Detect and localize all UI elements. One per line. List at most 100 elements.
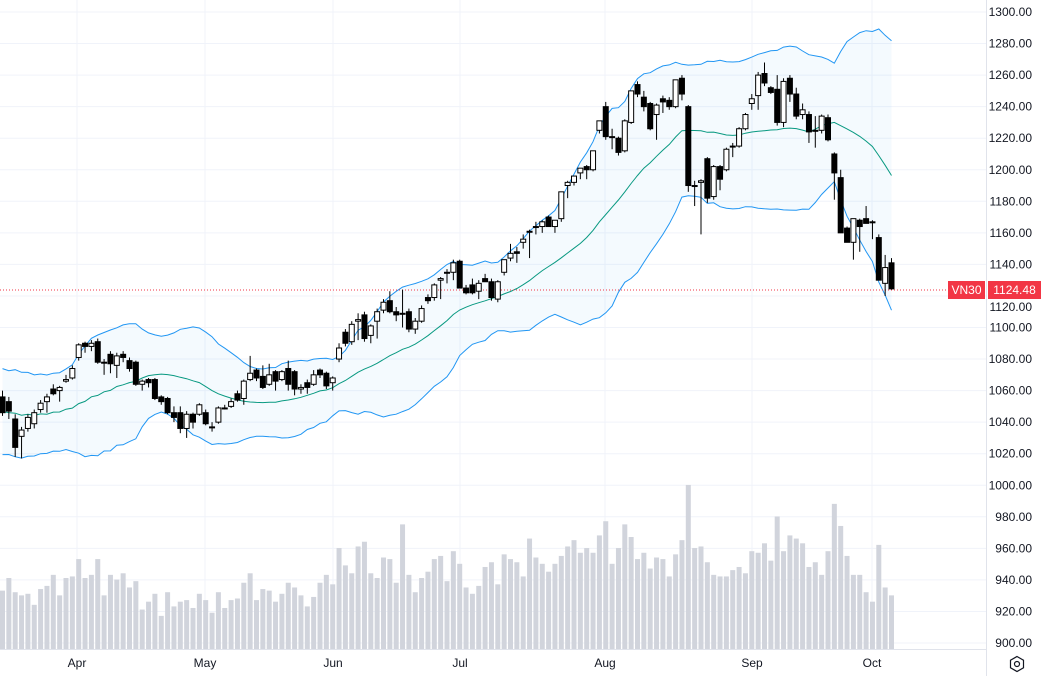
candle [88, 340, 95, 352]
volume-bar [127, 587, 132, 649]
candle [469, 278, 476, 295]
candle [736, 127, 743, 148]
price-tick-label: 1280.00 [989, 37, 1033, 51]
candle-body [583, 166, 590, 171]
candle-body [717, 166, 724, 180]
candle [75, 343, 82, 361]
time-tick-label: Oct [863, 656, 882, 670]
candle-body [590, 150, 597, 171]
time-tick-label: Aug [594, 656, 615, 670]
candle [666, 97, 673, 110]
candle-body [526, 230, 533, 233]
candle [240, 379, 247, 405]
candle-body [742, 114, 749, 130]
candle-body [780, 80, 787, 123]
price-tick-label: 1240.00 [989, 100, 1033, 114]
candle [558, 191, 565, 222]
candle-body [469, 284, 476, 294]
volume-bar [50, 574, 56, 649]
candle-body [348, 323, 355, 343]
candle [463, 284, 470, 295]
candle-body [37, 402, 44, 411]
candle [526, 229, 533, 259]
candle [399, 289, 406, 328]
candle-body [723, 148, 730, 171]
price-tick-label: 900.00 [995, 636, 1032, 650]
candle-body [831, 153, 838, 174]
candle-body [82, 342, 89, 347]
volume-bar [882, 587, 888, 649]
volume-bar [590, 552, 596, 649]
candle-body [386, 300, 393, 313]
candle [437, 277, 444, 300]
volume-bar [196, 593, 202, 649]
candle [767, 86, 774, 95]
candle-body [431, 284, 438, 299]
candle-body [672, 79, 679, 108]
candle-body [297, 386, 304, 390]
candle [545, 215, 552, 228]
candle [774, 75, 781, 126]
candle-body [380, 301, 387, 311]
price-tick-label: 1160.00 [990, 226, 1033, 240]
candle-body [120, 353, 127, 358]
candle-body [183, 413, 190, 429]
volume-bar [69, 576, 75, 649]
candle-body [698, 180, 704, 183]
volume-bar [215, 592, 221, 649]
volume-bar [355, 546, 361, 649]
candle-body [24, 416, 31, 429]
candle [247, 355, 254, 382]
volume-bar [679, 540, 685, 649]
volume-bar [889, 595, 894, 649]
candle [361, 311, 368, 342]
price-axis[interactable]: 1300.00 1280.00 1260.00 1240.00 1220.00 1200.… [989, 5, 1033, 650]
volume-bar [330, 584, 336, 649]
volume-bar [107, 574, 113, 649]
candle [24, 414, 31, 432]
candle [170, 406, 177, 423]
candle [31, 409, 38, 429]
candle-body [450, 262, 457, 273]
candle [18, 426, 25, 459]
candle-body [323, 372, 330, 387]
volume-bar [622, 524, 628, 649]
candle-body [494, 281, 501, 300]
volume-bar [717, 576, 723, 649]
time-tick-label: Apr [68, 656, 87, 670]
candle [812, 116, 819, 148]
candle [285, 360, 292, 391]
candle [209, 422, 216, 432]
candle-body [869, 221, 876, 224]
volume-bar [184, 600, 190, 649]
candle-body [285, 368, 292, 385]
candle [818, 114, 825, 134]
candle [717, 165, 724, 191]
candle [317, 368, 323, 378]
candle [571, 175, 577, 186]
volume-bar [12, 592, 18, 649]
candle-body [139, 380, 146, 385]
volume-bar [615, 548, 621, 649]
candle-body [367, 325, 374, 336]
candle [63, 374, 69, 383]
candle [120, 351, 127, 363]
candle [844, 226, 851, 243]
gear-icon[interactable] [1008, 655, 1026, 673]
candle [278, 370, 285, 382]
volume-bar [463, 587, 469, 649]
candle [831, 152, 838, 200]
price-tick-label: 1080.00 [989, 352, 1033, 366]
time-axis[interactable]: Apr May Jun Jul Aug Sep Oct [68, 656, 882, 670]
volume-bar [838, 525, 844, 649]
volume-bar [647, 568, 653, 649]
volume-bar [88, 574, 94, 649]
bollinger-lower-line [2, 180, 892, 459]
candle [94, 338, 101, 364]
volume-bar [571, 540, 577, 649]
volume-bar [31, 604, 37, 649]
candle-body [291, 371, 298, 390]
candle-body [393, 311, 400, 316]
volume-bar [425, 571, 431, 649]
